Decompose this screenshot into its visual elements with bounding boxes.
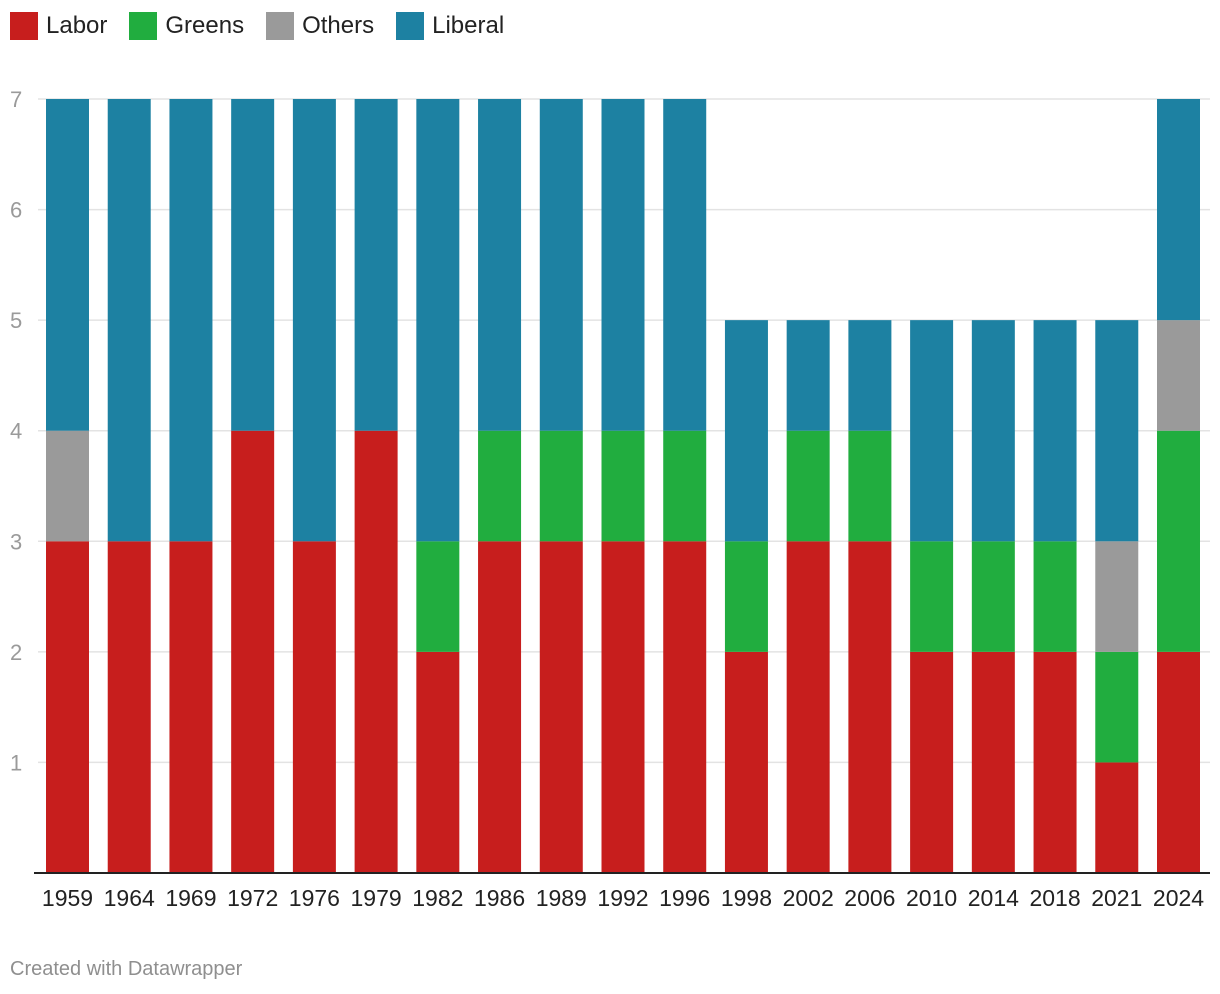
- bar-others-2021: [1095, 541, 1139, 652]
- bar-labor-1982: [416, 651, 460, 873]
- x-tick-label-2018: 2018: [1029, 885, 1080, 911]
- legend-item-greens: Greens: [129, 12, 244, 40]
- bar-liberal-1989: [539, 99, 583, 431]
- bar-labor-1979: [354, 430, 398, 873]
- bar-labor-1989: [539, 541, 583, 873]
- bar-greens-1989: [539, 430, 583, 542]
- bar-others-2024: [1157, 320, 1200, 431]
- y-tick-label: 2: [10, 640, 22, 665]
- legend-item-liberal: Liberal: [396, 12, 504, 40]
- y-tick-label: 6: [10, 198, 22, 223]
- bar-labor-1992: [601, 541, 645, 873]
- bar-others-1959: [46, 430, 89, 542]
- x-tick-label-2006: 2006: [844, 885, 895, 911]
- legend-label-labor: Labor: [46, 12, 108, 39]
- y-tick-label: 1: [10, 750, 22, 775]
- bar-liberal-1964: [107, 99, 151, 542]
- bar-labor-2006: [848, 541, 892, 873]
- datawrapper-credit: Created with Datawrapper: [10, 958, 243, 980]
- legend-item-others: Others: [266, 12, 374, 40]
- legend-swatch-liberal: [396, 12, 425, 40]
- bar-labor-1998: [724, 651, 768, 873]
- x-tick-label-2021: 2021: [1091, 885, 1142, 911]
- bar-greens-1982: [416, 541, 460, 652]
- bar-labor-1959: [46, 541, 89, 873]
- bar-greens-1996: [663, 430, 707, 542]
- legend-swatch-labor: [10, 12, 38, 40]
- bar-labor-2014: [971, 651, 1015, 873]
- x-tick-label-2010: 2010: [906, 885, 957, 911]
- bar-greens-2024: [1157, 430, 1200, 652]
- x-tick-label-1996: 1996: [659, 885, 710, 911]
- bar-greens-2006: [848, 430, 892, 542]
- bar-greens-2014: [971, 541, 1015, 652]
- bar-liberal-1986: [478, 99, 522, 431]
- bar-liberal-1976: [292, 99, 336, 542]
- bar-labor-1986: [478, 541, 522, 873]
- legend-label-others: Others: [302, 12, 375, 39]
- x-tick-label-1992: 1992: [597, 885, 648, 911]
- bar-labor-2018: [1033, 651, 1077, 873]
- bar-labor-2010: [910, 651, 954, 873]
- legend-swatch-greens: [129, 12, 158, 40]
- bar-greens-1992: [601, 430, 645, 542]
- bar-greens-2021: [1095, 651, 1139, 763]
- x-tick-label-1969: 1969: [165, 885, 216, 911]
- legend-swatch-others: [266, 12, 295, 40]
- x-tick-label-1982: 1982: [412, 885, 463, 911]
- bar-labor-2002: [786, 541, 830, 873]
- bar-greens-2010: [910, 541, 954, 652]
- legend-item-labor: Labor: [10, 12, 107, 40]
- x-tick-label-1964: 1964: [104, 885, 155, 911]
- x-tick-label-1989: 1989: [536, 885, 587, 911]
- bar-liberal-1972: [231, 99, 275, 431]
- bar-liberal-2006: [848, 320, 892, 431]
- x-tick-label-1976: 1976: [289, 885, 340, 911]
- bar-greens-1998: [724, 541, 768, 652]
- legend-label-greens: Greens: [165, 12, 245, 39]
- bar-liberal-2010: [910, 320, 954, 542]
- bar-liberal-2002: [786, 320, 830, 431]
- legend-label-liberal: Liberal: [432, 12, 505, 39]
- bar-labor-2021: [1095, 762, 1139, 873]
- y-tick-label: 7: [10, 87, 22, 112]
- y-tick-label: 5: [10, 308, 22, 333]
- bar-liberal-1969: [169, 99, 213, 542]
- y-tick-label: 4: [10, 419, 22, 444]
- x-tick-label-1986: 1986: [474, 885, 525, 911]
- bar-labor-1996: [663, 541, 707, 873]
- bar-liberal-1996: [663, 99, 707, 431]
- bar-labor-1969: [169, 541, 213, 873]
- bar-labor-1972: [231, 430, 275, 873]
- x-tick-label-1972: 1972: [227, 885, 278, 911]
- bar-liberal-1992: [601, 99, 645, 431]
- x-tick-label-1979: 1979: [351, 885, 402, 911]
- x-tick-label-2014: 2014: [968, 885, 1019, 911]
- y-tick-label: 3: [10, 529, 22, 554]
- bar-labor-1976: [292, 541, 336, 873]
- chart-legend: Labor Greens Others Liberal: [10, 12, 504, 40]
- bar-liberal-2014: [971, 320, 1015, 542]
- bar-greens-2002: [786, 430, 830, 542]
- bar-labor-2024: [1157, 651, 1200, 873]
- bar-liberal-1979: [354, 99, 398, 431]
- x-tick-label-2024: 2024: [1153, 885, 1204, 911]
- bar-liberal-2024: [1157, 99, 1200, 321]
- bar-greens-2018: [1033, 541, 1077, 652]
- x-tick-label-1998: 1998: [721, 885, 772, 911]
- bar-liberal-2018: [1033, 320, 1077, 542]
- bar-labor-1964: [107, 541, 151, 873]
- bar-liberal-2021: [1095, 320, 1139, 542]
- bar-liberal-1982: [416, 99, 460, 542]
- x-tick-label-2002: 2002: [783, 885, 834, 911]
- bar-liberal-1959: [46, 99, 89, 431]
- bar-greens-1986: [478, 430, 522, 542]
- x-tick-label-1959: 1959: [42, 885, 93, 911]
- bar-liberal-1998: [724, 320, 768, 542]
